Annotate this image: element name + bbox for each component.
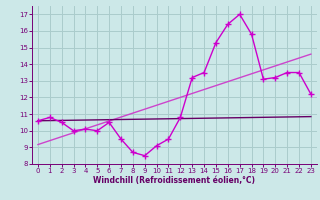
- X-axis label: Windchill (Refroidissement éolien,°C): Windchill (Refroidissement éolien,°C): [93, 176, 255, 185]
